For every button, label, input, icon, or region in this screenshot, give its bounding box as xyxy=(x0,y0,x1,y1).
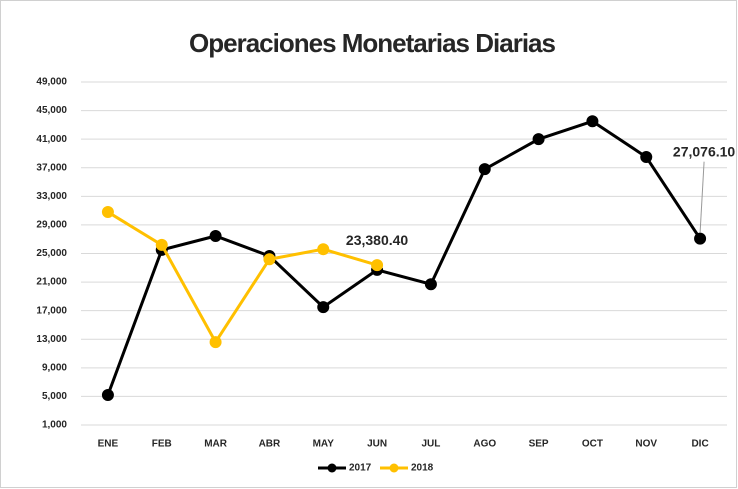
y-tick-label: 49,000 xyxy=(36,77,67,88)
data-point xyxy=(209,229,222,242)
data-point xyxy=(640,151,653,164)
data-point xyxy=(155,238,168,251)
leader-line xyxy=(699,161,705,233)
legend-label: 2018 xyxy=(411,463,434,474)
data-point xyxy=(317,301,330,314)
data-point xyxy=(101,206,114,219)
x-tick-label: AGO xyxy=(473,439,496,450)
data-point xyxy=(478,163,491,176)
y-tick-label: 41,000 xyxy=(36,134,67,145)
y-tick-label: 13,000 xyxy=(36,334,67,345)
data-point xyxy=(317,243,330,256)
y-tick-label: 17,000 xyxy=(36,305,67,316)
y-tick-label: 9,000 xyxy=(42,362,67,373)
x-tick-label: MAY xyxy=(313,439,335,450)
data-point xyxy=(209,336,222,349)
data-label: 27,076.10 xyxy=(673,143,735,159)
data-label: 23,380.40 xyxy=(346,232,408,248)
y-tick-label: 29,000 xyxy=(36,220,67,231)
data-point xyxy=(263,253,276,266)
x-tick-label: NOV xyxy=(635,439,657,450)
y-tick-label: 37,000 xyxy=(36,162,67,173)
data-point xyxy=(424,278,437,291)
x-tick-label: MAR xyxy=(204,439,228,450)
legend-marker xyxy=(327,463,337,473)
x-tick-label: SEP xyxy=(529,439,549,450)
series-line xyxy=(106,119,702,396)
data-point xyxy=(532,133,545,146)
x-tick-label: FEB xyxy=(152,439,172,450)
x-tick-label: OCT xyxy=(582,439,603,450)
chart-title: Operaciones Monetarias Diarias xyxy=(189,28,555,58)
legend-label: 2017 xyxy=(349,463,372,474)
y-tick-label: 33,000 xyxy=(36,191,67,202)
data-point xyxy=(101,388,114,401)
data-point xyxy=(371,259,384,272)
x-tick-label: ABR xyxy=(259,439,281,450)
x-tick-label: JUN xyxy=(367,439,387,450)
x-tick-label: ENE xyxy=(98,439,119,450)
series-line xyxy=(107,210,378,346)
y-tick-label: 25,000 xyxy=(36,248,67,259)
y-tick-label: 5,000 xyxy=(42,391,67,402)
y-tick-label: 1,000 xyxy=(42,420,67,431)
legend-marker xyxy=(389,463,399,473)
y-tick-label: 45,000 xyxy=(36,105,67,116)
y-tick-label: 21,000 xyxy=(36,277,67,288)
data-point xyxy=(694,232,707,245)
x-tick-label: JUL xyxy=(421,439,440,450)
x-tick-label: DIC xyxy=(691,439,708,450)
data-point xyxy=(586,115,599,128)
